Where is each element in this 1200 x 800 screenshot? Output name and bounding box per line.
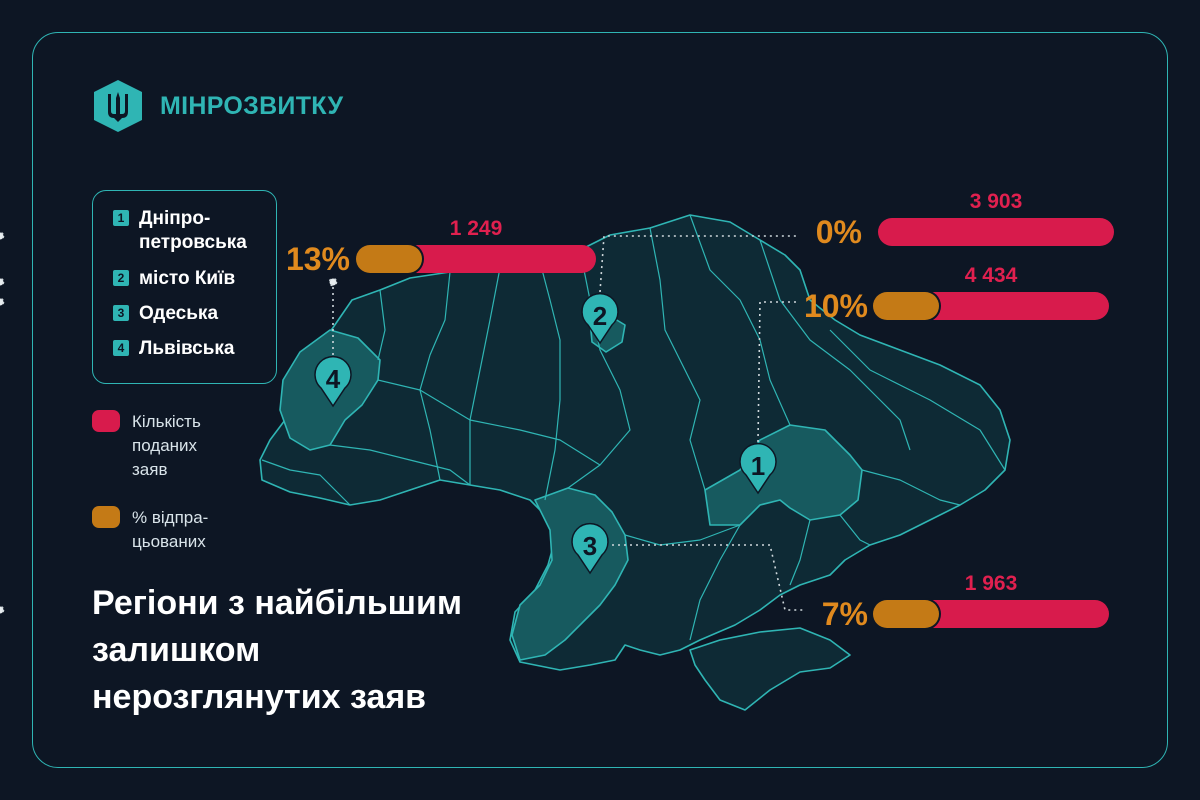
trident-logo-icon [94,80,142,132]
count-label: 1 249 [450,217,503,240]
title-line: нерозглянутих заяв [92,678,427,716]
page-title: Регіони з найбільшим залишком нерозгляну… [92,580,462,721]
legend-num: 4 [113,340,129,356]
connector-line [612,544,805,611]
legend-item-4: 4 Львівська [113,337,235,361]
key-percent-label: цьованих [132,532,206,551]
bars: 1 249 13% 3 903 0% 4 434 10% 1 963 7% [286,190,1114,632]
region-bar-group: 1 963 7% [822,572,1109,632]
region-legend: 1 Дніпро- петровська 2 місто Київ 3 Одес… [92,190,277,384]
key-percent-label: % відпра- [132,508,209,527]
map-pin-icon: 1 [739,442,777,495]
count-label: 4 434 [965,264,1018,287]
card-frame [32,32,1168,768]
ukraine-map [259,214,1011,711]
pin-number: 4 [326,364,341,394]
pin-number: 3 [583,531,597,561]
key-count-label: поданих [132,436,198,455]
connector-dot [0,297,5,307]
pin-number: 2 [593,301,607,331]
logo: МІНРОЗВИТКУ [90,78,343,134]
key-count-label: заяв [132,460,168,479]
brand-name: МІНРОЗВИТКУ [160,91,344,120]
legend-label: місто Київ [139,268,236,289]
legend-item-1: 1 Дніпро- петровська [113,207,247,255]
map-pin-icon: 3 [571,522,609,575]
percent-label: 0% [816,214,862,250]
percent-label: 13% [286,241,350,277]
connector-lines [0,231,805,615]
title-line: Регіони з найбільшим [92,584,463,622]
region-bar-group: 4 434 10% [804,264,1109,324]
region-bar-group: 3 903 0% [816,190,1114,250]
legend-num: 2 [113,270,129,286]
percent-label: 10% [804,288,868,324]
count-label: 1 963 [965,572,1018,595]
crimea [689,627,851,711]
count-swatch [92,410,120,432]
legend-item-3: 3 Одеська [113,302,218,326]
percent-bar [873,292,939,320]
connector-dot [0,277,5,287]
legend-label: петровська [139,232,247,253]
legend-label: Одеська [139,303,219,324]
legend-label: Львівська [139,338,235,359]
legend-num: 1 [113,210,129,226]
connector-line [599,235,798,293]
connector-dot [328,277,338,287]
percent-swatch [92,506,120,528]
percent-bar [356,245,422,273]
percent-label: 7% [822,596,868,632]
count-label: 3 903 [970,190,1023,213]
region-markers: 4 2 1 3 [314,292,777,575]
map-pin-icon: 4 [314,355,352,408]
percent-bar [873,600,939,628]
pin-number: 1 [751,451,765,481]
key-count-label: Кількість [132,412,201,431]
legend-label: Дніпро- [139,208,211,229]
legend-item-2: 2 місто Київ [113,267,235,291]
connector-dot [0,605,5,615]
ukraine-outline [259,214,1011,671]
key-percent: % відпра- цьованих [92,506,242,554]
region-bar-group: 1 249 13% [286,217,596,277]
region-dnipro-area [704,424,863,526]
map-pin-icon: 2 [581,292,619,345]
connector-dot [0,231,5,241]
key-count: Кількість поданих заяв [92,410,242,482]
title-line: залишком [92,631,261,669]
count-bar [878,218,1114,246]
legend-num: 3 [113,305,129,321]
